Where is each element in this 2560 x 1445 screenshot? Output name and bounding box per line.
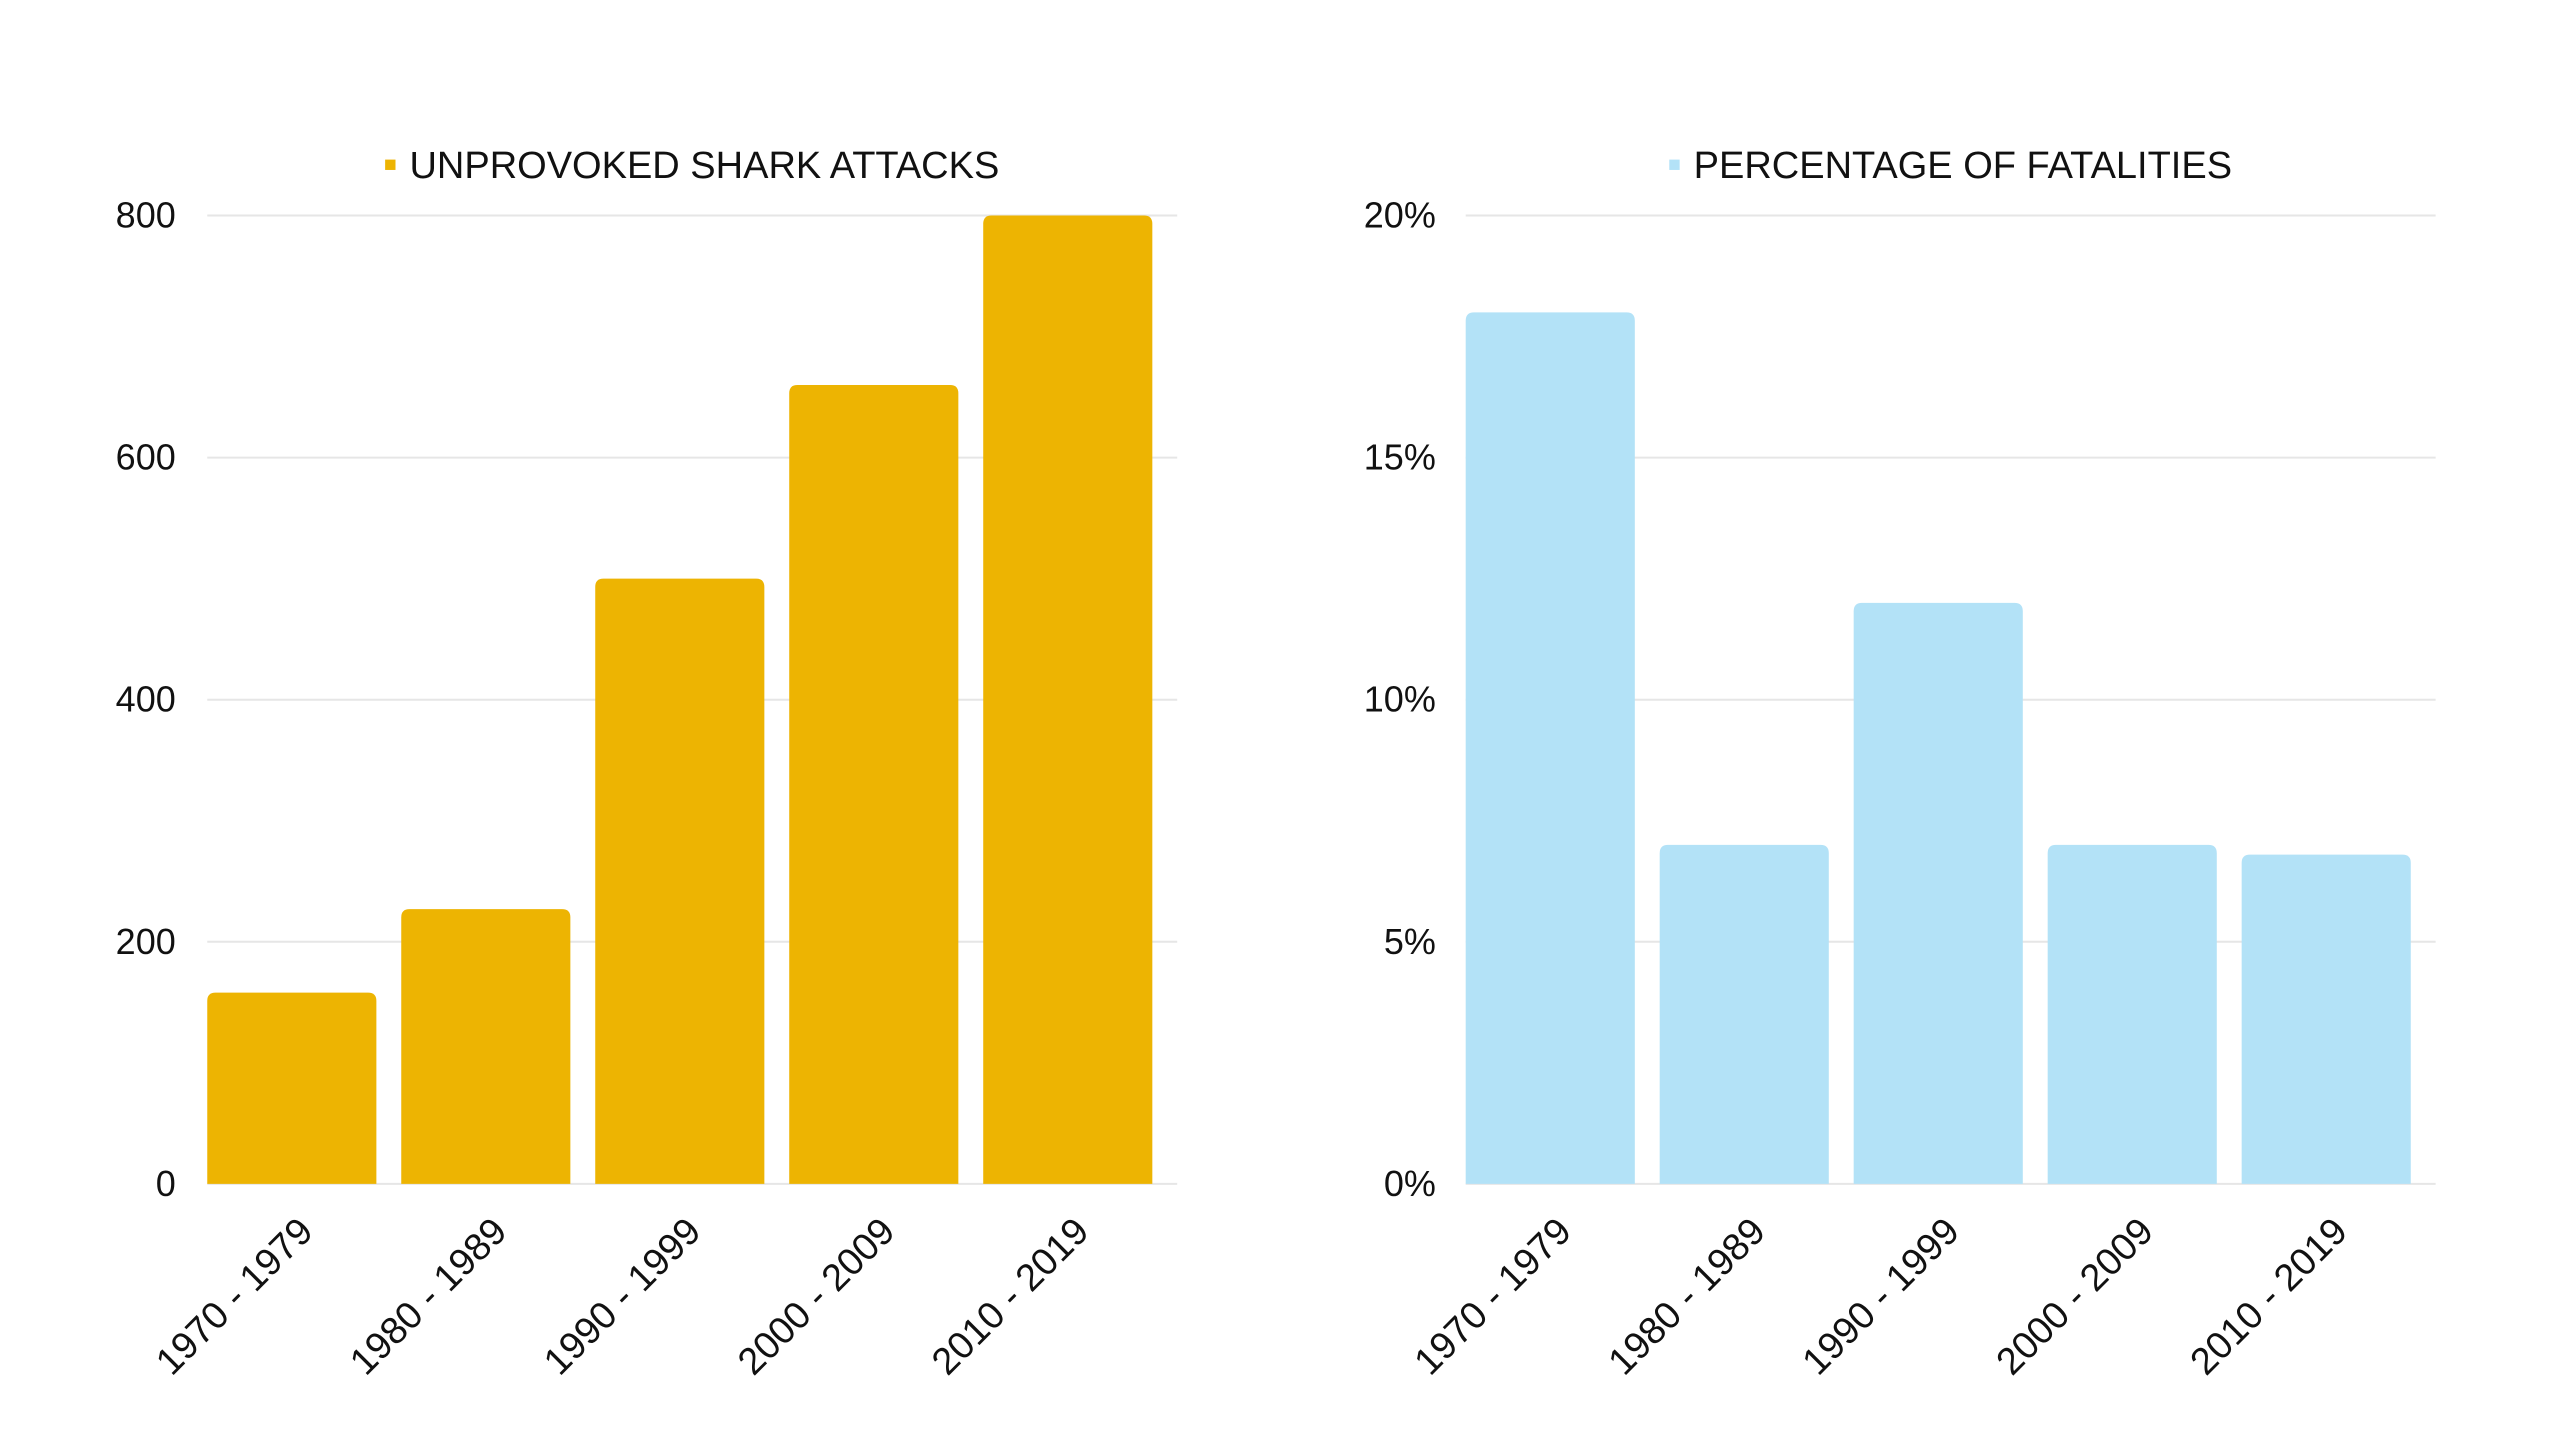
- chart2-xtick-label: 2000 - 2009: [1989, 1210, 2162, 1383]
- chart2-legend-label: PERCENTAGE OF FATALITIES: [1694, 145, 2232, 187]
- chart2-bar: [1659, 844, 1829, 1184]
- chart2-bar: [2241, 854, 2411, 1184]
- chart1-xtick-label: 2010 - 2019: [924, 1210, 1097, 1383]
- chart1-ytick-label: 400: [116, 679, 176, 720]
- chart1-bar: [207, 992, 377, 1184]
- chart1-xtick-label: 1980 - 1989: [342, 1210, 515, 1383]
- chart1-bar: [595, 578, 765, 1184]
- chart1-group: 0 200 400 600 800 1970 - 1979 1980 - 1989 1990 …: [116, 145, 1178, 1383]
- chart1-legend: UNPROVOKED SHARK ATTACKS: [385, 145, 999, 187]
- chart2-bar: [2047, 844, 2217, 1184]
- chart2-ytick-label: 15%: [1364, 437, 1436, 478]
- chart1-bar: [789, 384, 959, 1184]
- chart2-bar: [1853, 602, 2023, 1184]
- chart2-ytick-label: 20%: [1364, 195, 1436, 236]
- chart1-legend-label: UNPROVOKED SHARK ATTACKS: [409, 145, 999, 187]
- chart1-legend-swatch: [385, 159, 396, 170]
- chart2-legend-swatch: [1669, 159, 1680, 170]
- chart2-xtick-label: 1970 - 1979: [1407, 1210, 1580, 1383]
- chart1-ytick-label: 200: [116, 921, 176, 962]
- chart1-ytick-label: 800: [116, 195, 176, 236]
- chart2-group: 0% 5% 10% 15% 20% 1970 - 1979 1980 - 1989 1990 …: [1364, 145, 2436, 1383]
- chart2-legend: PERCENTAGE OF FATALITIES: [1669, 145, 2232, 187]
- chart1-bar: [401, 909, 571, 1184]
- chart2-bar: [1465, 312, 1635, 1184]
- chart1-xtick-label: 1990 - 1999: [536, 1210, 709, 1383]
- chart2-xtick-label: 1980 - 1989: [1601, 1210, 1774, 1383]
- chart1-xtick-label: 1970 - 1979: [148, 1210, 321, 1383]
- chart1-ytick-label: 600: [116, 437, 176, 478]
- chart2-ytick-label: 0%: [1384, 1163, 1436, 1204]
- chart1-xtick-label: 2000 - 2009: [730, 1210, 903, 1383]
- chart1-ytick-label: 0: [156, 1163, 176, 1204]
- chart2-xtick-label: 1990 - 1999: [1795, 1210, 1968, 1383]
- chart2-ytick-label: 10%: [1364, 679, 1436, 720]
- chart1-bar: [983, 215, 1153, 1184]
- chart2-xtick-label: 2010 - 2019: [2183, 1210, 2356, 1383]
- chart2-ytick-label: 5%: [1384, 921, 1436, 962]
